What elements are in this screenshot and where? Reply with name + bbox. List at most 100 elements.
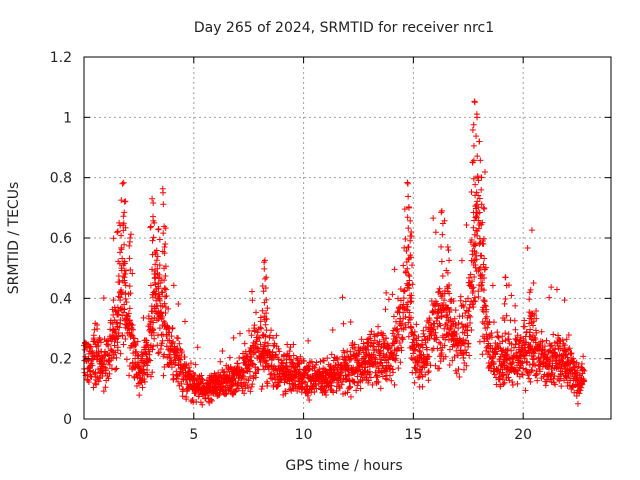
data-point	[403, 247, 410, 254]
data-point	[410, 336, 417, 343]
data-point	[449, 323, 456, 330]
data-point	[505, 331, 512, 338]
data-point	[446, 346, 453, 353]
data-point	[527, 326, 534, 333]
data-point	[199, 376, 206, 383]
data-point	[323, 375, 330, 382]
data-point	[92, 380, 99, 387]
data-point	[527, 378, 534, 385]
data-point	[463, 222, 470, 229]
data-point	[149, 251, 156, 258]
data-point	[106, 361, 113, 368]
data-point	[565, 332, 572, 339]
data-point	[580, 353, 587, 360]
data-point	[351, 379, 358, 386]
data-point	[125, 310, 132, 317]
data-point	[407, 254, 414, 261]
data-point	[542, 382, 549, 389]
data-point	[354, 382, 361, 389]
data-point	[468, 278, 475, 285]
data-point	[565, 346, 572, 353]
data-point	[478, 174, 485, 181]
data-point	[125, 313, 132, 320]
data-point	[284, 341, 291, 348]
data-point	[395, 365, 402, 372]
data-point	[483, 347, 490, 354]
data-point	[404, 179, 411, 186]
data-point	[369, 381, 376, 388]
data-point	[480, 287, 487, 294]
data-point	[261, 259, 268, 266]
data-point	[476, 138, 483, 145]
data-point	[548, 284, 555, 291]
data-point	[224, 369, 230, 376]
data-point	[147, 223, 154, 230]
data-point	[152, 249, 159, 256]
data-point	[401, 287, 408, 294]
data-point	[424, 358, 431, 365]
data-point	[245, 377, 252, 384]
data-point	[479, 351, 486, 358]
data-point	[479, 219, 486, 226]
data-point	[480, 261, 487, 268]
data-point	[97, 336, 104, 343]
data-point	[493, 348, 500, 355]
data-point	[147, 224, 154, 231]
data-point	[336, 385, 343, 392]
data-point	[401, 206, 408, 213]
data-point	[432, 229, 439, 236]
data-point	[344, 348, 351, 355]
data-point	[405, 193, 412, 200]
data-point	[567, 351, 574, 358]
data-point	[112, 326, 119, 333]
data-point	[122, 224, 129, 231]
data-point	[499, 338, 506, 345]
data-point	[402, 321, 409, 328]
data-point	[102, 384, 109, 391]
data-point	[149, 195, 156, 202]
data-point	[270, 355, 277, 362]
data-point	[361, 344, 368, 351]
y-tick-label: 0.8	[50, 171, 72, 187]
data-point	[168, 333, 175, 340]
data-point	[385, 345, 392, 352]
data-point	[377, 347, 384, 354]
data-point	[418, 369, 425, 376]
data-point	[465, 308, 472, 315]
data-point	[306, 396, 313, 403]
data-point	[572, 364, 579, 371]
data-point	[361, 367, 368, 374]
data-point	[109, 321, 116, 328]
data-point	[406, 285, 413, 292]
data-point	[243, 376, 250, 383]
data-point	[419, 337, 426, 344]
data-point	[514, 370, 521, 377]
data-point	[425, 377, 432, 384]
data-point	[142, 350, 149, 357]
data-point	[438, 258, 445, 265]
data-point	[282, 388, 289, 395]
data-point	[524, 358, 531, 365]
data-point	[129, 332, 136, 339]
data-point	[472, 242, 479, 249]
data-point	[383, 335, 390, 342]
data-point	[150, 234, 157, 241]
data-point	[489, 282, 496, 289]
data-point	[249, 381, 256, 388]
data-point	[142, 344, 149, 351]
data-point	[437, 340, 444, 347]
data-point	[102, 367, 109, 374]
data-point	[384, 376, 391, 383]
data-point	[153, 317, 160, 324]
data-point	[151, 305, 158, 312]
data-point	[405, 271, 412, 278]
data-point	[127, 266, 134, 273]
data-point	[122, 270, 129, 277]
data-point	[457, 293, 464, 300]
data-point	[132, 355, 139, 362]
data-point	[470, 284, 477, 291]
data-point	[333, 367, 340, 374]
x-tick-label: 10	[295, 427, 313, 443]
data-point	[531, 346, 538, 353]
data-point	[358, 336, 365, 343]
